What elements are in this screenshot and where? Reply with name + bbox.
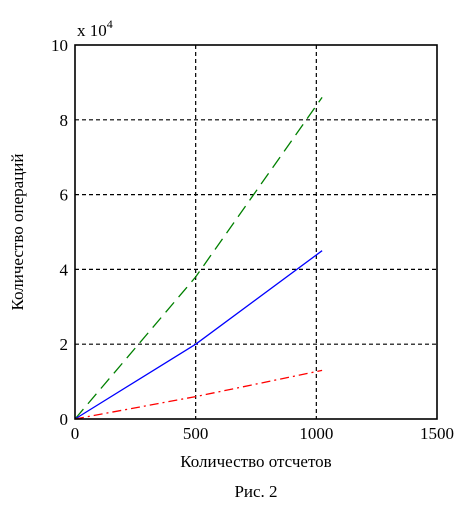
y-multiplier-exponent: 4 [107, 17, 113, 31]
x-tick-label: 1000 [299, 424, 333, 443]
y-tick-label: 0 [60, 410, 69, 429]
series-line-1 [74, 97, 323, 420]
figure-caption: Рис. 2 [234, 482, 277, 501]
y-tick-label: 10 [51, 36, 68, 55]
x-tick-label: 1500 [420, 424, 454, 443]
x-tick-label: 500 [183, 424, 209, 443]
grid-lines [75, 45, 437, 419]
y-tick-label: 8 [60, 111, 69, 130]
y-multiplier-label: x 104 [77, 17, 113, 40]
x-axis-title: Количество отсчетов [180, 452, 331, 471]
series-line-2 [74, 250, 323, 420]
y-tick-label: 4 [60, 260, 69, 279]
y-axis-title: Количество операций [8, 154, 27, 311]
y-tick-label: 2 [60, 335, 69, 354]
data-series [74, 97, 323, 420]
y-tick-label: 6 [60, 186, 69, 205]
x-tick-label: 0 [71, 424, 80, 443]
tick-labels: 0 500 1000 1500 0 2 4 6 8 10 [51, 36, 454, 443]
plot-frame [74, 44, 438, 420]
series-line-3 [74, 369, 323, 420]
